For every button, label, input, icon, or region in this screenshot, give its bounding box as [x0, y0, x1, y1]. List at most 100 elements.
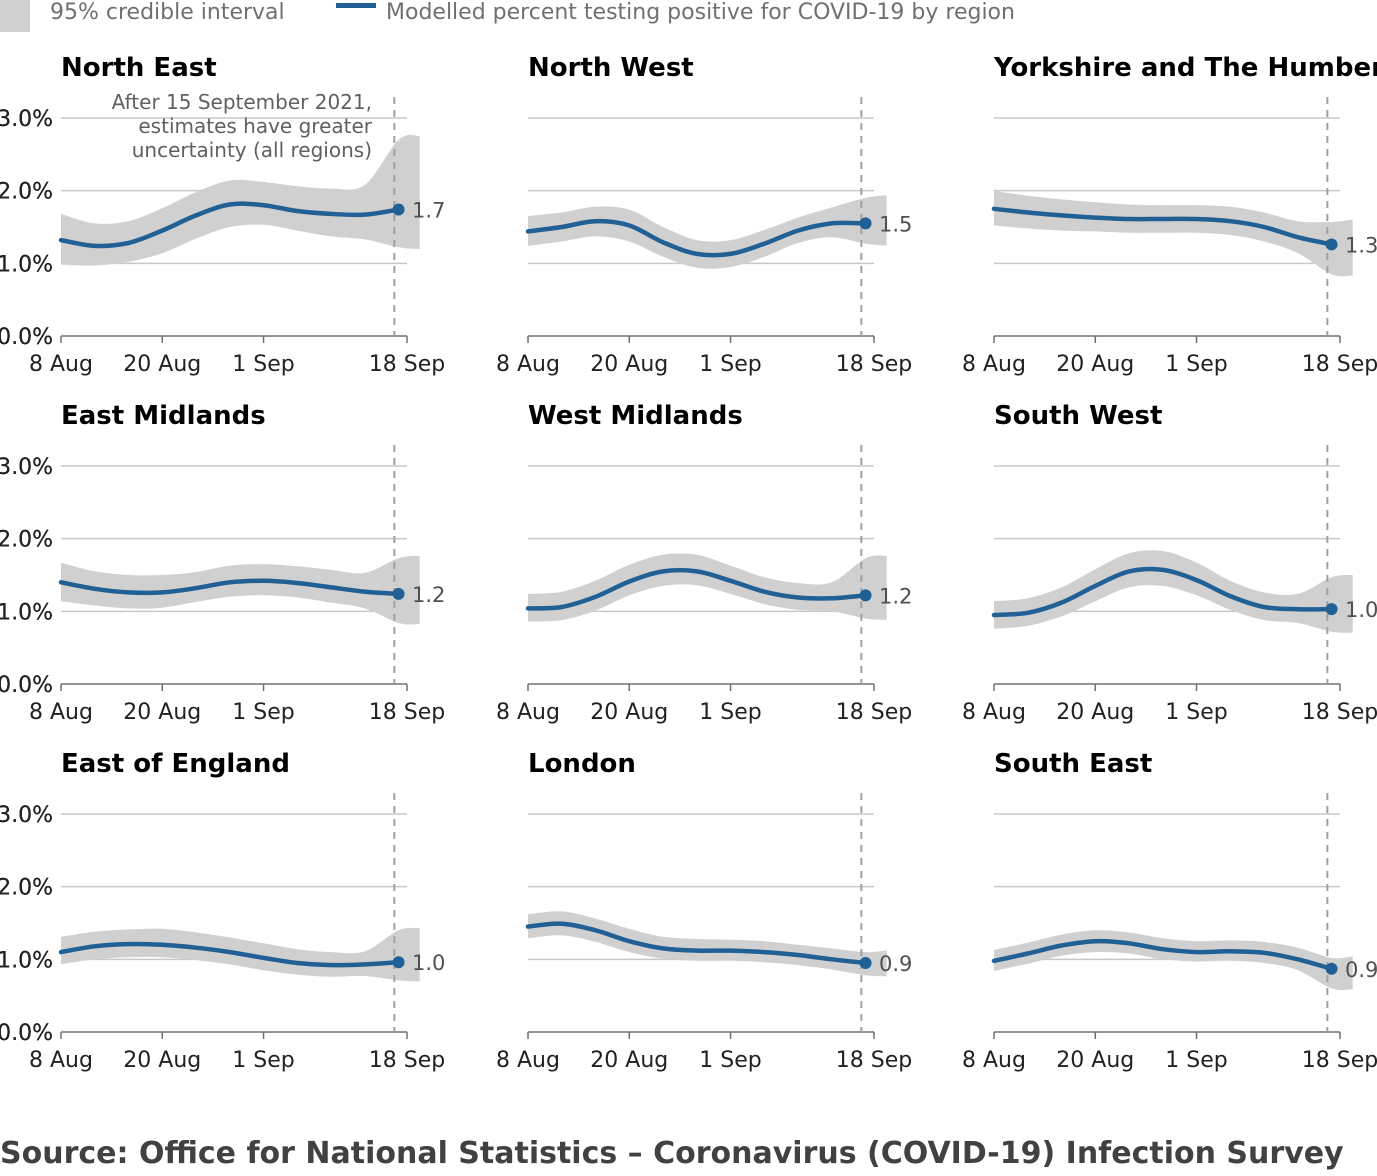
latest-estimate-label: 1.2	[879, 584, 912, 608]
y-tick-label: 2.0%	[0, 180, 53, 205]
x-tick-label: 8 Aug	[496, 700, 560, 725]
small-multiples-grid: 8 Aug 20 Aug 1 Sep 18 Sep 3.0% 2.0% 1.0% 0.0% No…	[0, 53, 1377, 1073]
region-title: South West	[994, 401, 1162, 431]
region-title: East Midlands	[61, 401, 266, 431]
latest-estimate-label: 1.5	[879, 212, 912, 236]
y-tick-label: 2.0%	[0, 528, 53, 553]
modelled-line	[58, 201, 401, 249]
region-chart-yorkshire-and-the-humber: 8 Aug 20 Aug 1 Sep 18 Sep 3.0% 2.0% 1.0% 0.0% Yo…	[0, 53, 1377, 377]
region-chart-south-west: 8 Aug 20 Aug 1 Sep 18 Sep 3.0% 2.0% 1.0% 0.0% So…	[0, 401, 1377, 725]
x-tick-label: 20 Aug	[1056, 700, 1134, 725]
modelled-line	[58, 578, 401, 597]
x-tick-label: 20 Aug	[123, 1048, 201, 1073]
legend-line-label: Modelled percent testing positive for CO…	[386, 0, 1015, 25]
x-tick-label: 18 Sep	[369, 1048, 445, 1073]
modelled-line	[525, 567, 868, 611]
y-tick-label: 1.0%	[0, 252, 53, 277]
y-tick-label: 3.0%	[0, 803, 53, 828]
modelled-line	[991, 206, 1334, 247]
annotation-line: estimates have greater	[138, 114, 372, 138]
y-tick-label: 0.0%	[0, 1021, 53, 1046]
y-tick-label: 2.0%	[0, 876, 53, 901]
x-tick-label: 1 Sep	[1165, 352, 1227, 377]
latest-estimate-point	[392, 203, 405, 216]
y-tick-label: 3.0%	[0, 107, 53, 132]
y-tick-label: 3.0%	[0, 803, 53, 828]
x-tick-label: 1 Sep	[699, 352, 761, 377]
x-tick-label: 1 Sep	[1165, 1048, 1227, 1073]
y-tick-label: 1.0%	[0, 948, 53, 973]
latest-estimate-label: 0.9	[1345, 958, 1377, 982]
credible-interval-band	[528, 553, 887, 622]
y-tick-label: 2.0%	[0, 180, 53, 205]
latest-estimate-point	[859, 956, 872, 969]
latest-estimate-point	[392, 587, 405, 600]
latest-estimate-label: 1.7	[412, 199, 445, 223]
annotation-line: After 15 September 2021,	[112, 90, 372, 114]
credible-interval-band	[994, 550, 1353, 633]
latest-estimate-label: 1.3	[1345, 233, 1377, 257]
modelled-line	[58, 941, 401, 968]
y-tick-label: 2.0%	[0, 180, 53, 205]
y-tick-label: 1.0%	[0, 948, 53, 973]
y-tick-label: 3.0%	[0, 107, 53, 132]
x-tick-label: 8 Aug	[496, 352, 560, 377]
x-tick-label: 8 Aug	[29, 1048, 93, 1073]
legend-interval-label: 95% credible interval	[50, 0, 285, 25]
latest-estimate-label: 0.9	[879, 952, 912, 976]
y-tick-label: 1.0%	[0, 948, 53, 973]
y-tick-label: 2.0%	[0, 528, 53, 553]
x-tick-label: 20 Aug	[123, 352, 201, 377]
x-tick-label: 8 Aug	[29, 352, 93, 377]
y-tick-label: 1.0%	[0, 600, 53, 625]
region-title: West Midlands	[528, 401, 743, 431]
x-tick-label: 20 Aug	[590, 1048, 668, 1073]
x-tick-label: 20 Aug	[590, 352, 668, 377]
y-tick-label: 3.0%	[0, 455, 53, 480]
annotation-line: uncertainty (all regions)	[132, 138, 372, 162]
latest-estimate-point	[392, 956, 405, 969]
credible-interval-swatch	[0, 0, 30, 32]
region-chart-east-midlands: 8 Aug 20 Aug 1 Sep 18 Sep 3.0% 2.0% 1.0% 0.0% Ea…	[0, 401, 445, 725]
latest-estimate-label: 1.0	[412, 951, 445, 975]
x-tick-label: 18 Sep	[1302, 1048, 1377, 1073]
y-tick-label: 1.0%	[0, 252, 53, 277]
region-title: South East	[994, 749, 1152, 779]
latest-estimate-point	[859, 217, 872, 230]
x-tick-label: 18 Sep	[369, 700, 445, 725]
credible-interval-band	[528, 195, 887, 269]
y-tick-label: 0.0%	[0, 673, 53, 698]
y-tick-label: 0.0%	[0, 673, 53, 698]
x-tick-label: 20 Aug	[123, 700, 201, 725]
credible-interval-band	[61, 555, 420, 625]
latest-estimate-point	[1325, 603, 1338, 616]
region-chart-south-east: 8 Aug 20 Aug 1 Sep 18 Sep 3.0% 2.0% 1.0% 0.0% So…	[0, 749, 1377, 1073]
x-tick-label: 1 Sep	[699, 700, 761, 725]
charts-svg: 8 Aug 20 Aug 1 Sep 18 Sep 3.0% 2.0% 1.0% 0.0% No…	[0, 53, 1377, 1073]
x-tick-label: 18 Sep	[836, 700, 912, 725]
latest-estimate-point	[859, 589, 872, 602]
y-tick-label: 0.0%	[0, 1021, 53, 1046]
x-tick-label: 1 Sep	[232, 700, 294, 725]
credible-interval-band	[994, 190, 1353, 277]
credible-interval-band	[528, 911, 887, 977]
latest-estimate-point	[1325, 962, 1338, 975]
modelled-line	[991, 938, 1334, 972]
y-tick-label: 0.0%	[0, 325, 53, 350]
source-note: Source: Office for National Statistics –…	[0, 1136, 1344, 1171]
region-title: East of England	[61, 749, 290, 779]
y-tick-label: 0.0%	[0, 673, 53, 698]
region-chart-north-east: 8 Aug 20 Aug 1 Sep 18 Sep 3.0% 2.0% 1.0% 0.0% No…	[0, 53, 445, 377]
region-title: Yorkshire and The Humber	[993, 53, 1377, 83]
y-tick-label: 1.0%	[0, 600, 53, 625]
y-tick-label: 0.0%	[0, 325, 53, 350]
latest-estimate-point	[1325, 238, 1338, 251]
x-tick-label: 20 Aug	[590, 700, 668, 725]
credible-interval-band	[994, 930, 1353, 991]
latest-estimate-label: 1.2	[412, 583, 445, 607]
x-tick-label: 8 Aug	[962, 352, 1026, 377]
x-tick-label: 1 Sep	[699, 1048, 761, 1073]
x-tick-label: 18 Sep	[1302, 352, 1377, 377]
latest-estimate-label: 1.0	[1345, 598, 1377, 622]
x-tick-label: 1 Sep	[1165, 700, 1227, 725]
